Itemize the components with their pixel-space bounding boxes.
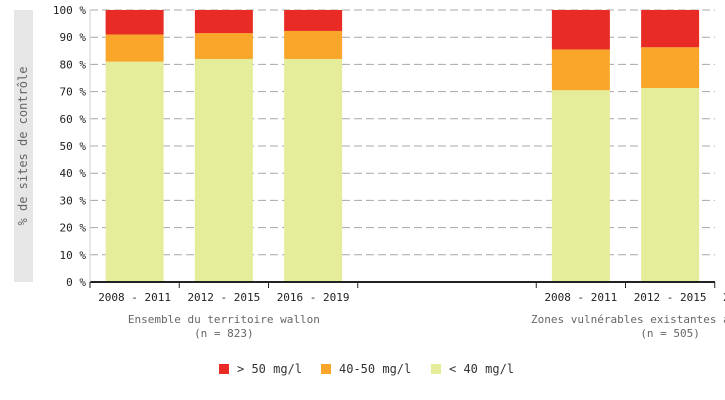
legend-swatch [431, 364, 441, 374]
bars [105, 10, 700, 283]
group-label: Zones vulnérables existantes au 01/01/20… [531, 313, 725, 326]
bar-segment [551, 90, 610, 283]
bar-segment [284, 10, 343, 31]
y-tick-label: 40 % [60, 167, 87, 180]
x-tick-label: 2012 - 2015 [634, 291, 707, 304]
bar-segment [641, 47, 700, 89]
y-tick-label: 20 % [60, 222, 87, 235]
bar-segment [105, 61, 164, 283]
bar-segment [551, 49, 610, 91]
bar-segment [194, 58, 253, 283]
legend-swatch [321, 364, 331, 374]
y-tick-label: 60 % [60, 113, 87, 126]
bar-segment [194, 10, 253, 34]
x-tick-label: 2016 - 2019 [723, 291, 725, 304]
x-tick-label: 2012 - 2015 [187, 291, 260, 304]
y-tick-labels: 0 % 10 % 20 % 30 % 40 % 50 % 60 % 70 % 80 % 90 % 1… [53, 4, 86, 289]
group-n-label: (n = 505) [640, 327, 700, 340]
bar-segment [284, 58, 343, 283]
group-n-label: (n = 823) [194, 327, 254, 340]
y-tick-label: 90 % [60, 31, 87, 44]
bar-segment [641, 10, 700, 48]
x-tick-label: 2016 - 2019 [277, 291, 350, 304]
legend-swatch [219, 364, 229, 374]
legend-label: < 40 mg/l [449, 362, 514, 376]
y-tick-label: 0 % [66, 276, 86, 289]
bar-segment [284, 30, 343, 59]
x-tick-label: 2008 - 2011 [98, 291, 171, 304]
bar-segment [105, 10, 164, 35]
y-tick-label: 70 % [60, 86, 87, 99]
bar-segment [105, 34, 164, 62]
legend-label: > 50 mg/l [237, 362, 302, 376]
gridlines [90, 9, 715, 256]
y-axis-label-band [14, 10, 33, 282]
y-tick-label: 80 % [60, 58, 87, 71]
group-label: Ensemble du territoire wallon [128, 313, 320, 326]
legend: > 50 mg/l 40-50 mg/l < 40 mg/l [219, 362, 514, 376]
x-tick-labels: 2008 - 2011 2012 - 2015 2016 - 2019 2008 - … [98, 291, 725, 304]
bar-segment [194, 33, 253, 59]
x-tick-label: 2008 - 2011 [544, 291, 617, 304]
x-axis [89, 10, 716, 288]
bar-segment [641, 88, 700, 283]
group-labels: Ensemble du territoire wallon(n = 823) Zo… [128, 313, 725, 340]
y-tick-label: 30 % [60, 194, 87, 207]
legend-label: 40-50 mg/l [339, 362, 411, 376]
y-tick-label: 100 % [53, 4, 86, 17]
y-tick-label: 50 % [60, 140, 87, 153]
y-axis-label: % de sites de contrôle [16, 67, 30, 226]
bar-segment [551, 10, 610, 50]
y-tick-label: 10 % [60, 249, 87, 262]
